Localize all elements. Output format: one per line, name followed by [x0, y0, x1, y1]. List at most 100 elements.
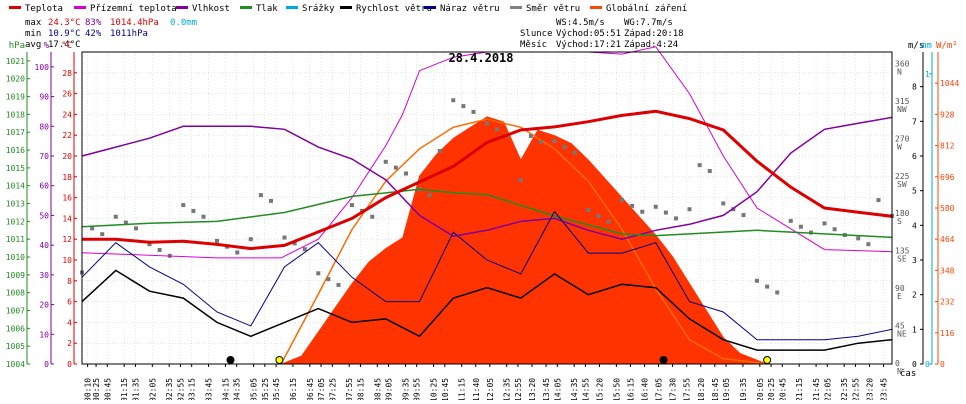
axis-ms-tick-label: 1 — [912, 325, 917, 334]
axis-dir-deg: 45 — [895, 322, 905, 331]
legend-swatch — [9, 6, 21, 9]
axis-x-tick-label: 08:45 — [373, 378, 382, 400]
axis-dir-name: N — [897, 67, 902, 76]
wind-direction-point — [134, 226, 138, 231]
axis-dir-name: NE — [897, 330, 907, 339]
axis-temp-tick-label: 4 — [67, 318, 72, 327]
wind-direction-point — [832, 227, 837, 232]
axis-x-tick-label: 03:15 — [188, 378, 197, 400]
axis-pct-tick-label: 100 — [35, 63, 50, 72]
sun-label: Slunce — [520, 29, 553, 39]
axis-dir-name: W — [897, 142, 902, 151]
wind-direction-point — [215, 238, 219, 243]
stat-max-label: max — [25, 18, 42, 28]
legend-label: Náraz větru — [440, 4, 500, 14]
axis-x-tick-label: 07:55 — [345, 378, 354, 400]
axis-wm2-tick-label: 580 — [940, 204, 955, 213]
axis-hpa-tick-label: 1008 — [6, 289, 25, 298]
legend-label: Směr větru — [526, 4, 580, 14]
sun-set: Západ:20:18 — [624, 29, 684, 39]
stat-min-temp: 10.9°C — [48, 29, 81, 39]
wind-direction-point — [336, 282, 341, 287]
axis-pct-tick-label: 40 — [39, 241, 49, 250]
wind-direction-point — [404, 171, 408, 176]
axis-hpa-tick-label: 1006 — [6, 324, 25, 333]
axis-x-tick-label: 05:05 — [250, 378, 259, 400]
wind-direction-point — [292, 241, 297, 246]
wind-direction-point — [181, 203, 186, 208]
legend-swatch — [176, 6, 188, 9]
axis-wm2-tick-label: 812 — [940, 142, 955, 151]
legend-swatch — [424, 6, 436, 9]
axis-hpa-unit: hPa — [9, 41, 25, 51]
wind-direction-point — [258, 193, 263, 198]
axis-temp-tick-label: 6 — [67, 298, 72, 307]
axis-ms-tick-label: 4 — [912, 221, 917, 230]
axis-temp-tick-label: 26 — [62, 90, 72, 99]
axis-x-tick-label: 04:15 — [221, 378, 230, 400]
wind-direction-point — [674, 216, 678, 221]
wind-direction-point — [798, 224, 803, 229]
legend-label: Vlhkost — [192, 4, 230, 14]
stat-max-rain: 0.0mm — [170, 18, 197, 28]
stat-min-label: min — [25, 29, 41, 39]
axis-temp-tick-label: 8 — [67, 277, 72, 286]
legend: Teplota Přízemní teplota Vlhkost Tlak Srážky… — [9, 4, 687, 14]
axis-hpa-tick-label: 1018 — [6, 110, 25, 119]
axis-ms-unit: m/s — [908, 41, 924, 51]
wind-direction-point — [586, 208, 591, 213]
axis-x-tick-label: 06:15 — [289, 378, 298, 400]
wind-direction-point — [755, 278, 759, 283]
legend-label: Teplota — [25, 4, 63, 14]
axis-x-tick-label: 11:15 — [458, 378, 467, 400]
axis-dir-name: SE — [897, 255, 907, 264]
wind-direction-point — [282, 235, 287, 240]
plot-area — [80, 46, 894, 365]
axis-hpa-tick-label: 1017 — [6, 128, 25, 137]
wind-direction-point — [90, 226, 95, 231]
wind-wg: WG:7.7m/s — [624, 18, 673, 28]
axis-x-tick-label: 23:45 — [880, 378, 889, 400]
legend-swatch — [510, 6, 522, 9]
axis-x-tick-label: 22:35 — [840, 378, 849, 400]
radiation-area — [281, 116, 768, 365]
legend-label: Přízemní teplota — [90, 4, 177, 14]
moonset-marker — [226, 356, 235, 364]
axis-ms-tick-label: 3 — [912, 256, 917, 265]
axis-mm-unit: mm — [921, 41, 932, 51]
legend-label: Globální záření — [606, 4, 687, 14]
axis-dir-deg: 360 — [895, 59, 910, 68]
stat-avg-temp: 17.4°C — [48, 40, 81, 50]
axis-x-tick-label: 02:35 — [165, 378, 174, 400]
axis-x-tick-label: 20:05 — [756, 378, 765, 400]
wind-direction-point — [528, 134, 533, 139]
axis-pct-tick-label: 0 — [44, 360, 49, 369]
axis-dir-deg: 225 — [895, 172, 910, 181]
axis-x-tick-label: 02:05 — [148, 378, 157, 400]
axis-x-tick-label: 17:30 — [669, 378, 678, 400]
axis-x-tick-label: 21:15 — [795, 378, 804, 400]
axis-x-tick-label: 14:35 — [570, 378, 579, 400]
axis-x-tick-label: 12:05 — [486, 378, 495, 400]
axis-temp-tick-label: 14 — [62, 214, 72, 223]
axis-hpa-tick-label: 1009 — [6, 271, 25, 280]
wind-direction-point — [370, 214, 375, 219]
axis-x-tick-label: 17:05 — [655, 378, 664, 400]
stat-max-temp: 24.3°C — [48, 18, 81, 28]
axis-hpa-tick-label: 1011 — [6, 235, 25, 244]
axis-x-tick-label: 20:45 — [778, 378, 787, 400]
wind-direction-point — [461, 104, 466, 109]
axis-temp-tick-label: 28 — [62, 69, 72, 78]
axis-x-tick-label: 06:45 — [306, 378, 315, 400]
axis-dir-name: SW — [897, 180, 907, 189]
axis-dir-deg: 90 — [895, 284, 905, 293]
axis-hpa-tick-label: 1005 — [6, 342, 25, 351]
wind-direction-point — [113, 214, 118, 219]
legend-label: Rychlost větru — [356, 4, 432, 14]
axis-x-tick-label: 19:05 — [722, 378, 731, 400]
axis-wm2-tick-label: 0 — [940, 360, 945, 369]
axis-x-tick-label: 08:15 — [356, 378, 365, 400]
axis-x-tick-label: 12:35 — [503, 378, 512, 400]
moon-label: Měsíc — [520, 40, 547, 50]
